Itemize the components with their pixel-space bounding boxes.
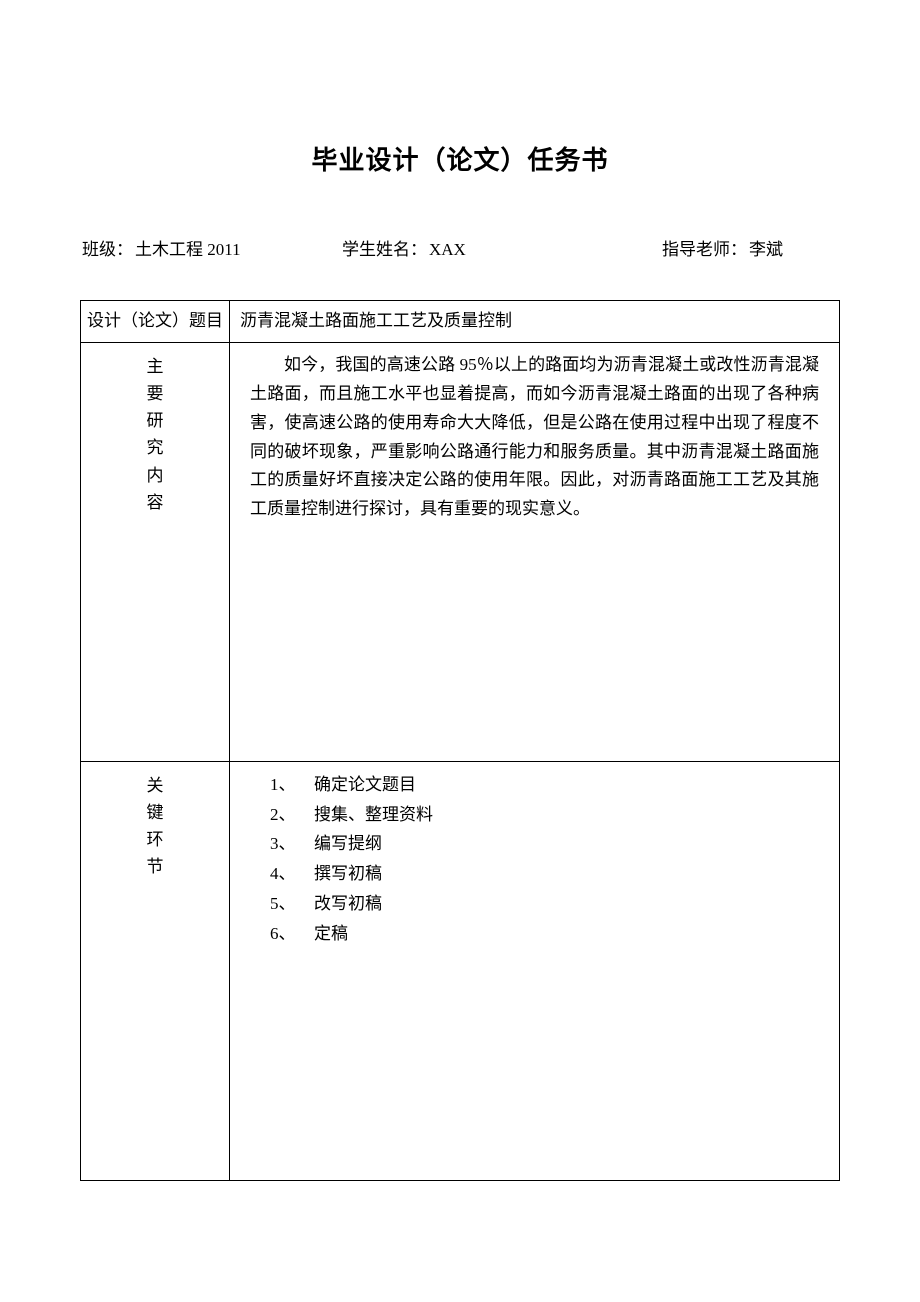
step-list: 1、 确定论文题目 2、 搜集、整理资料 3、 编写提纲 4、 撰写初稿 — [270, 770, 819, 949]
vchar: 内 — [147, 462, 164, 489]
page-title: 毕业设计（论文）任务书 — [80, 140, 840, 177]
research-content-cell: 如今，我国的高速公路 95％以上的路面均为沥青混凝土或改性沥青混凝土路面，而且施… — [230, 342, 840, 761]
teacher-label: 指导老师： — [662, 235, 747, 260]
steps-row: 关 键 环 节 1、 确定论文题目 2、 搜集、整理资料 — [81, 761, 840, 1180]
vchar: 要 — [147, 380, 164, 407]
step-num: 2、 — [270, 800, 314, 830]
vchar: 环 — [147, 826, 164, 853]
research-label: 主 要 研 究 内 容 — [85, 353, 225, 516]
step-text: 编写提纲 — [314, 829, 382, 859]
steps-label: 关 键 环 节 — [85, 772, 225, 881]
step-item: 3、 编写提纲 — [270, 829, 819, 859]
student-value: XAX — [429, 240, 466, 260]
step-num: 5、 — [270, 889, 314, 919]
vchar: 容 — [147, 489, 164, 516]
step-text: 改写初稿 — [314, 889, 382, 919]
vchar: 究 — [147, 434, 164, 461]
step-num: 4、 — [270, 859, 314, 889]
step-num: 1、 — [270, 770, 314, 800]
step-text: 撰写初稿 — [314, 859, 382, 889]
class-value: 土木工程 2011 — [135, 235, 241, 260]
steps-content-cell: 1、 确定论文题目 2、 搜集、整理资料 3、 编写提纲 4、 撰写初稿 — [230, 761, 840, 1180]
class-label: 班级： — [82, 235, 133, 260]
step-item: 2、 搜集、整理资料 — [270, 800, 819, 830]
step-text: 定稿 — [314, 919, 348, 949]
teacher-value: 李斌 — [749, 235, 783, 260]
vchar: 关 — [147, 772, 164, 799]
steps-label-cell: 关 键 环 节 — [81, 761, 230, 1180]
info-row: 班级： 土木工程 2011 学生姓名： XAX 指导老师： 李斌 — [80, 235, 840, 260]
vchar: 主 — [147, 353, 164, 380]
research-row: 主 要 研 究 内 容 如今，我国的高速公路 95％以上的路面均为沥青混凝土或改… — [81, 342, 840, 761]
step-item: 4、 撰写初稿 — [270, 859, 819, 889]
topic-value-cell: 沥青混凝土路面施工工艺及质量控制 — [230, 301, 840, 343]
info-student: 学生姓名： XAX — [342, 235, 602, 260]
topic-label-cell: 设计（论文）题目 — [81, 301, 230, 343]
step-text: 确定论文题目 — [314, 770, 416, 800]
info-teacher: 指导老师： 李斌 — [602, 235, 838, 260]
topic-value: 沥青混凝土路面施工工艺及质量控制 — [240, 311, 512, 330]
vchar: 键 — [147, 799, 164, 826]
page: 毕业设计（论文）任务书 班级： 土木工程 2011 学生姓名： XAX 指导老师… — [0, 0, 920, 1302]
step-text: 搜集、整理资料 — [314, 800, 433, 830]
topic-label: 设计（论文）题目 — [87, 311, 223, 330]
step-item: 5、 改写初稿 — [270, 889, 819, 919]
research-label-cell: 主 要 研 究 内 容 — [81, 342, 230, 761]
step-num: 6、 — [270, 919, 314, 949]
step-item: 1、 确定论文题目 — [270, 770, 819, 800]
step-item: 6、 定稿 — [270, 919, 819, 949]
task-table: 设计（论文）题目 沥青混凝土路面施工工艺及质量控制 主 要 研 究 内 容 如今… — [80, 300, 840, 1181]
vchar: 研 — [147, 407, 164, 434]
topic-row: 设计（论文）题目 沥青混凝土路面施工工艺及质量控制 — [81, 301, 840, 343]
research-paragraph: 如今，我国的高速公路 95％以上的路面均为沥青混凝土或改性沥青混凝土路面，而且施… — [250, 351, 819, 524]
info-class: 班级： 土木工程 2011 — [82, 235, 342, 260]
vchar: 节 — [147, 853, 164, 880]
student-label: 学生姓名： — [342, 235, 427, 260]
step-num: 3、 — [270, 829, 314, 859]
